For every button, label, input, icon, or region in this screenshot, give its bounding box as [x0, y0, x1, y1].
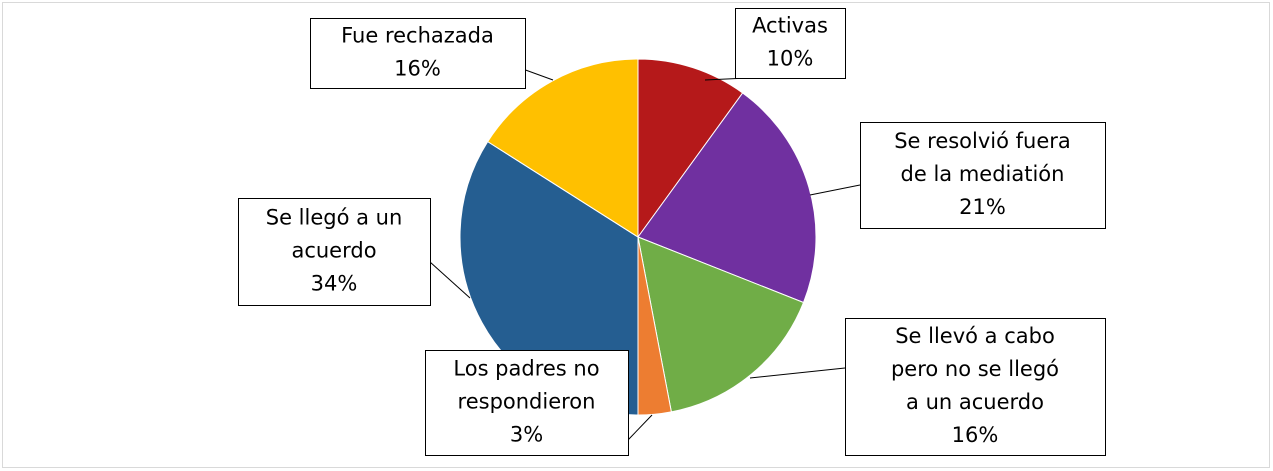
label-box — [425, 350, 629, 456]
slice-label: a un acuerdo — [906, 390, 1044, 414]
value-label: 3% — [510, 423, 543, 447]
label-box — [735, 8, 846, 79]
label-leader — [749, 367, 846, 379]
label-leader — [809, 184, 861, 196]
label-leader — [429, 261, 471, 299]
slice-label: Activas — [752, 14, 828, 38]
slice-label: respondieron — [458, 390, 596, 414]
value-label: 21% — [959, 195, 1006, 219]
pie-slice — [637, 236, 805, 413]
value-label: 16% — [394, 57, 441, 81]
label-box — [845, 318, 1106, 456]
label-box — [310, 18, 526, 89]
slice-label: Los padres no — [453, 357, 599, 381]
pie-slice — [637, 58, 744, 239]
pie-slice — [637, 92, 817, 304]
label-leader — [627, 414, 653, 441]
slice-label: Se llegó a un — [266, 206, 403, 230]
slice-label: de la mediatión — [901, 162, 1065, 186]
value-label: 34% — [311, 272, 358, 296]
slice-label: pero no se llegó — [891, 357, 1059, 381]
slice-label: Fue rechazada — [341, 24, 494, 48]
slice-label: acuerdo — [291, 239, 376, 263]
pie-slice — [487, 58, 639, 238]
value-label: 16% — [952, 423, 999, 447]
value-label: 10% — [767, 47, 814, 71]
label-box — [238, 198, 431, 306]
slice-label: Se llevó a cabo — [895, 324, 1055, 348]
label-box — [860, 122, 1106, 229]
slice-label: Se resolvió fuera — [894, 129, 1071, 153]
